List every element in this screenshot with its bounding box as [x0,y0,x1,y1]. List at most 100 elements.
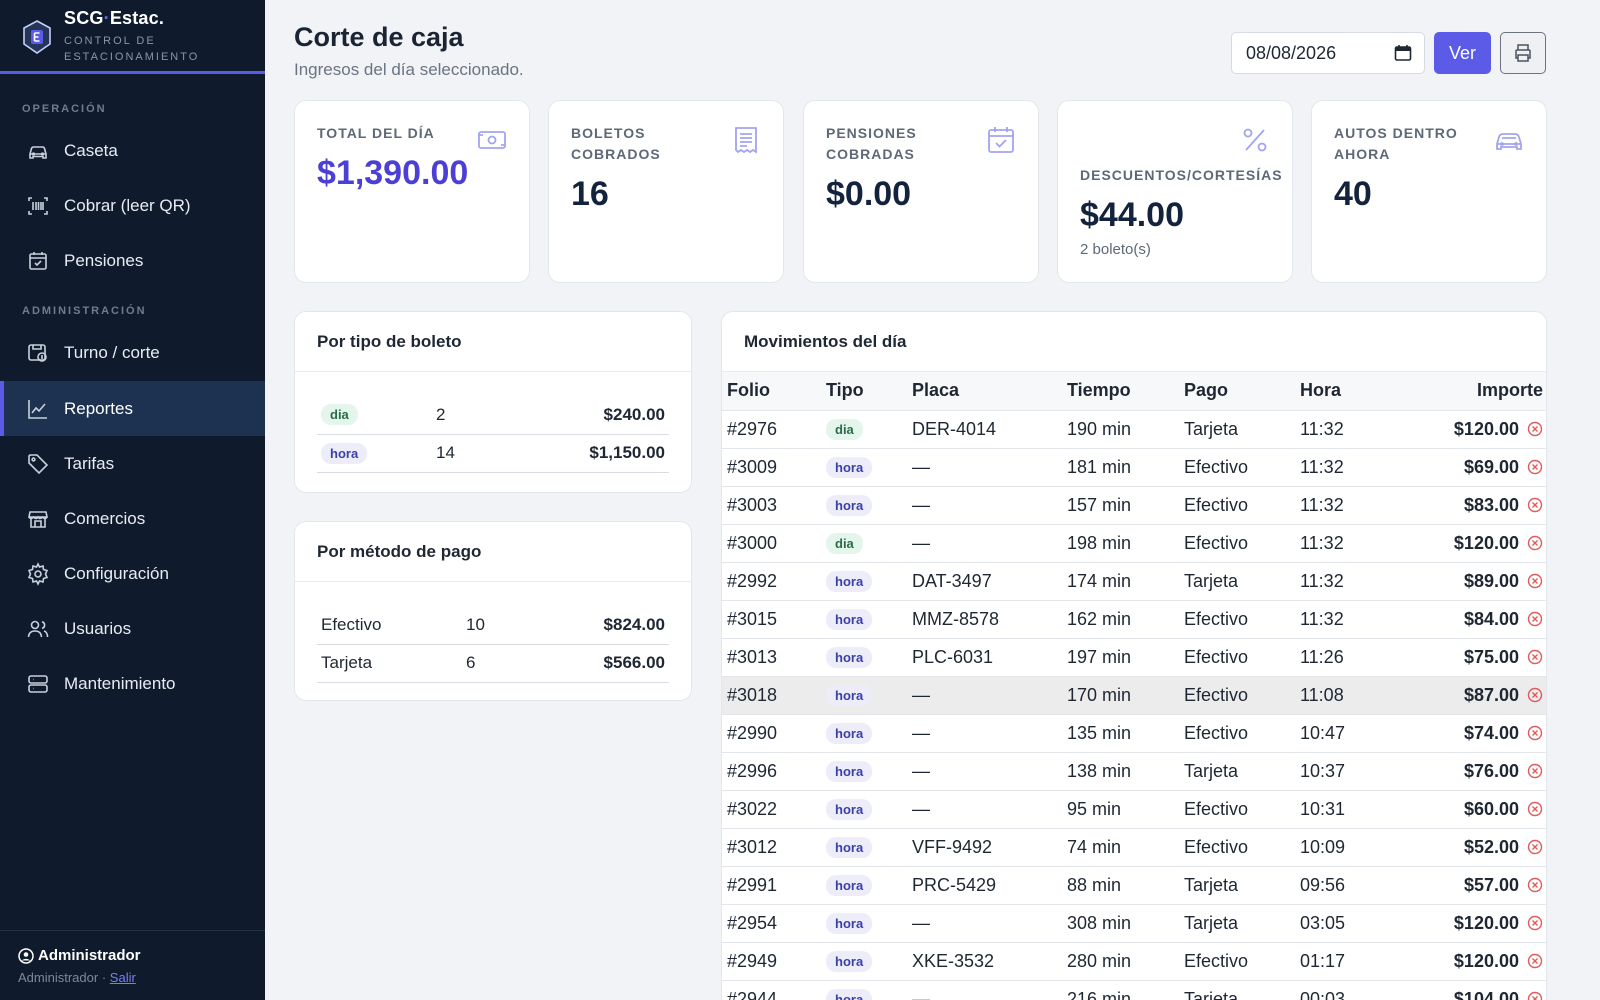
sidebar-item-usuarios[interactable]: Usuarios [0,601,265,656]
sidebar-item-label: Tarifas [64,453,115,473]
importe-value: $120.00 [1453,950,1519,971]
tipo-cell: hora [821,828,907,867]
table-row[interactable]: #3000 dia —198 min Efectivo 11:32 $120.00 [722,524,1546,563]
sidebar-item-turno[interactable]: Turno / corte [0,325,265,380]
pago-cell: Tarjeta [1179,410,1295,449]
placa-cell: — [907,448,1062,487]
server-icon [28,674,48,693]
cancel-circle-icon[interactable] [1527,497,1543,513]
importe-value: $89.00 [1463,570,1519,591]
hora-cell: 09:56 [1295,866,1395,905]
cancel-circle-icon[interactable] [1527,611,1543,627]
count-cell: 14 [432,434,490,473]
table-row[interactable]: #3003 hora —157 min Efectivo 11:32 $83.00 [722,486,1546,525]
calendar-icon[interactable] [1394,44,1412,62]
table-row[interactable]: #3015 hora MMZ-8578 162 min Efectivo 11:32 $84… [722,600,1546,639]
sidebar-item-cobrar[interactable]: Cobrar (leer QR) [0,178,265,233]
sidebar-item-reportes[interactable]: Reportes [0,381,265,436]
pago-cell: Efectivo [1179,714,1295,753]
cancel-circle-icon[interactable] [1527,649,1543,665]
cancel-circle-icon[interactable] [1527,535,1543,551]
importe-value: $104.00 [1453,988,1519,1000]
hora-cell: 10:37 [1295,752,1395,791]
cancel-circle-icon[interactable] [1527,953,1543,969]
table-row[interactable]: #2944 hora —216 min Tarjeta 00:03 $104.00 [722,980,1546,1000]
tiempo-cell: 308 min [1062,904,1179,943]
logout-link[interactable]: Salir [109,970,136,985]
sidebar-item-comercios[interactable]: Comercios [0,491,265,546]
tipo-badge: hora [826,495,873,516]
date-input[interactable]: 08/08/2026 [1231,32,1425,74]
table-row[interactable]: #2949 hora XKE-3532 280 min Efectivo 01:17 $12… [722,942,1546,981]
cancel-circle-icon[interactable] [1527,687,1543,703]
tipo-badge: dia [826,419,863,440]
pago-cell: Efectivo [1179,676,1295,715]
table-row[interactable]: #2990 hora —135 min Efectivo 10:47 $74.00 [722,714,1546,753]
placa-cell: — [907,486,1062,525]
table-row[interactable]: #2976 dia DER-4014 190 min Tarjeta 11:32 $120.… [722,410,1546,449]
importe-cell: $120.00 [1395,942,1546,981]
tipo-badge: hora [826,609,873,630]
sidebar-item-label: Reportes [64,398,133,418]
cancel-circle-icon[interactable] [1527,573,1543,589]
sidebar-item-caseta[interactable]: Caseta [0,123,265,178]
pago-cell: Tarjeta [1179,752,1295,791]
cancel-circle-icon[interactable] [1527,877,1543,893]
importe-value: $74.00 [1463,722,1519,743]
sidebar-item-mantenimiento[interactable]: Mantenimiento [0,656,265,711]
tiempo-cell: 135 min [1062,714,1179,753]
tipo-cell: hora [821,714,907,753]
printer-icon [1515,44,1531,62]
cancel-circle-icon[interactable] [1527,421,1543,437]
cancel-circle-icon[interactable] [1527,915,1543,931]
amount-cell: $566.00 [519,644,669,683]
users-icon [27,620,49,637]
cancel-circle-icon[interactable] [1527,763,1543,779]
placa-cell: — [907,752,1062,791]
hora-cell: 10:31 [1295,790,1395,829]
kpi-label: TOTAL DEL DÍA [317,125,435,141]
tipo-cell: dia [821,524,907,563]
table-row[interactable]: #3013 hora PLC-6031 197 min Efectivo 11:26 $75… [722,638,1546,677]
tipo-cell: dia [821,410,907,449]
table-row[interactable]: #2992 hora DAT-3497 174 min Tarjeta 11:32 $89.… [722,562,1546,601]
cancel-circle-icon[interactable] [1527,459,1543,475]
print-button[interactable] [1500,32,1546,74]
table-row[interactable]: #3009 hora —181 min Efectivo 11:32 $69.00 [722,448,1546,487]
table-row[interactable]: #3012 hora VFF-9492 74 min Efectivo 10:09 $52.… [722,828,1546,867]
cancel-circle-icon[interactable] [1527,991,1543,1000]
ver-button[interactable]: Ver [1434,32,1491,74]
hora-cell: 11:32 [1295,486,1395,525]
percent-icon [1243,128,1267,152]
calendar-check-icon [29,251,47,270]
sidebar-item-configuracion[interactable]: Configuración [0,546,265,601]
sidebar-item-tarifas[interactable]: Tarifas [0,436,265,491]
tipo-badge: hora [826,685,873,706]
tiempo-cell: 138 min [1062,752,1179,791]
cancel-circle-icon[interactable] [1527,801,1543,817]
table-row[interactable]: #2954 hora —308 min Tarjeta 03:05 $120.00 [722,904,1546,943]
importe-value: $57.00 [1463,874,1519,895]
pago-cell: Efectivo [1179,828,1295,867]
tiempo-cell: 190 min [1062,410,1179,449]
cancel-circle-icon[interactable] [1527,839,1543,855]
table-row[interactable]: #2991 hora PRC-5429 88 min Tarjeta 09:56 $57.0… [722,866,1546,905]
tipo-badge: hora [826,571,873,592]
amount-cell: $824.00 [519,606,669,645]
table-row[interactable]: #2996 hora —138 min Tarjeta 10:37 $76.00 [722,752,1546,791]
sidebar-item-pensiones[interactable]: Pensiones [0,233,265,288]
tipo-badge: hora [826,761,873,782]
folio-cell: #2954 [722,904,821,943]
col-tiempo: Tiempo [1062,372,1179,411]
kpi-descuentos: DESCUENTOS/CORTESÍAS $44.00 2 boleto(s) [1057,100,1293,283]
table-row[interactable]: #3018 hora —170 min Efectivo 11:08 $87.00 [722,676,1546,715]
tipo-cell: hora [821,448,907,487]
cancel-circle-icon[interactable] [1527,725,1543,741]
importe-cell: $120.00 [1395,524,1546,563]
importe-value: $120.00 [1453,532,1519,553]
placa-cell: MMZ-8578 [907,600,1062,639]
hora-cell: 11:32 [1295,410,1395,449]
pago-cell: Efectivo [1179,638,1295,677]
placa-cell: DER-4014 [907,410,1062,449]
table-row[interactable]: #3022 hora —95 min Efectivo 10:31 $60.00 [722,790,1546,829]
